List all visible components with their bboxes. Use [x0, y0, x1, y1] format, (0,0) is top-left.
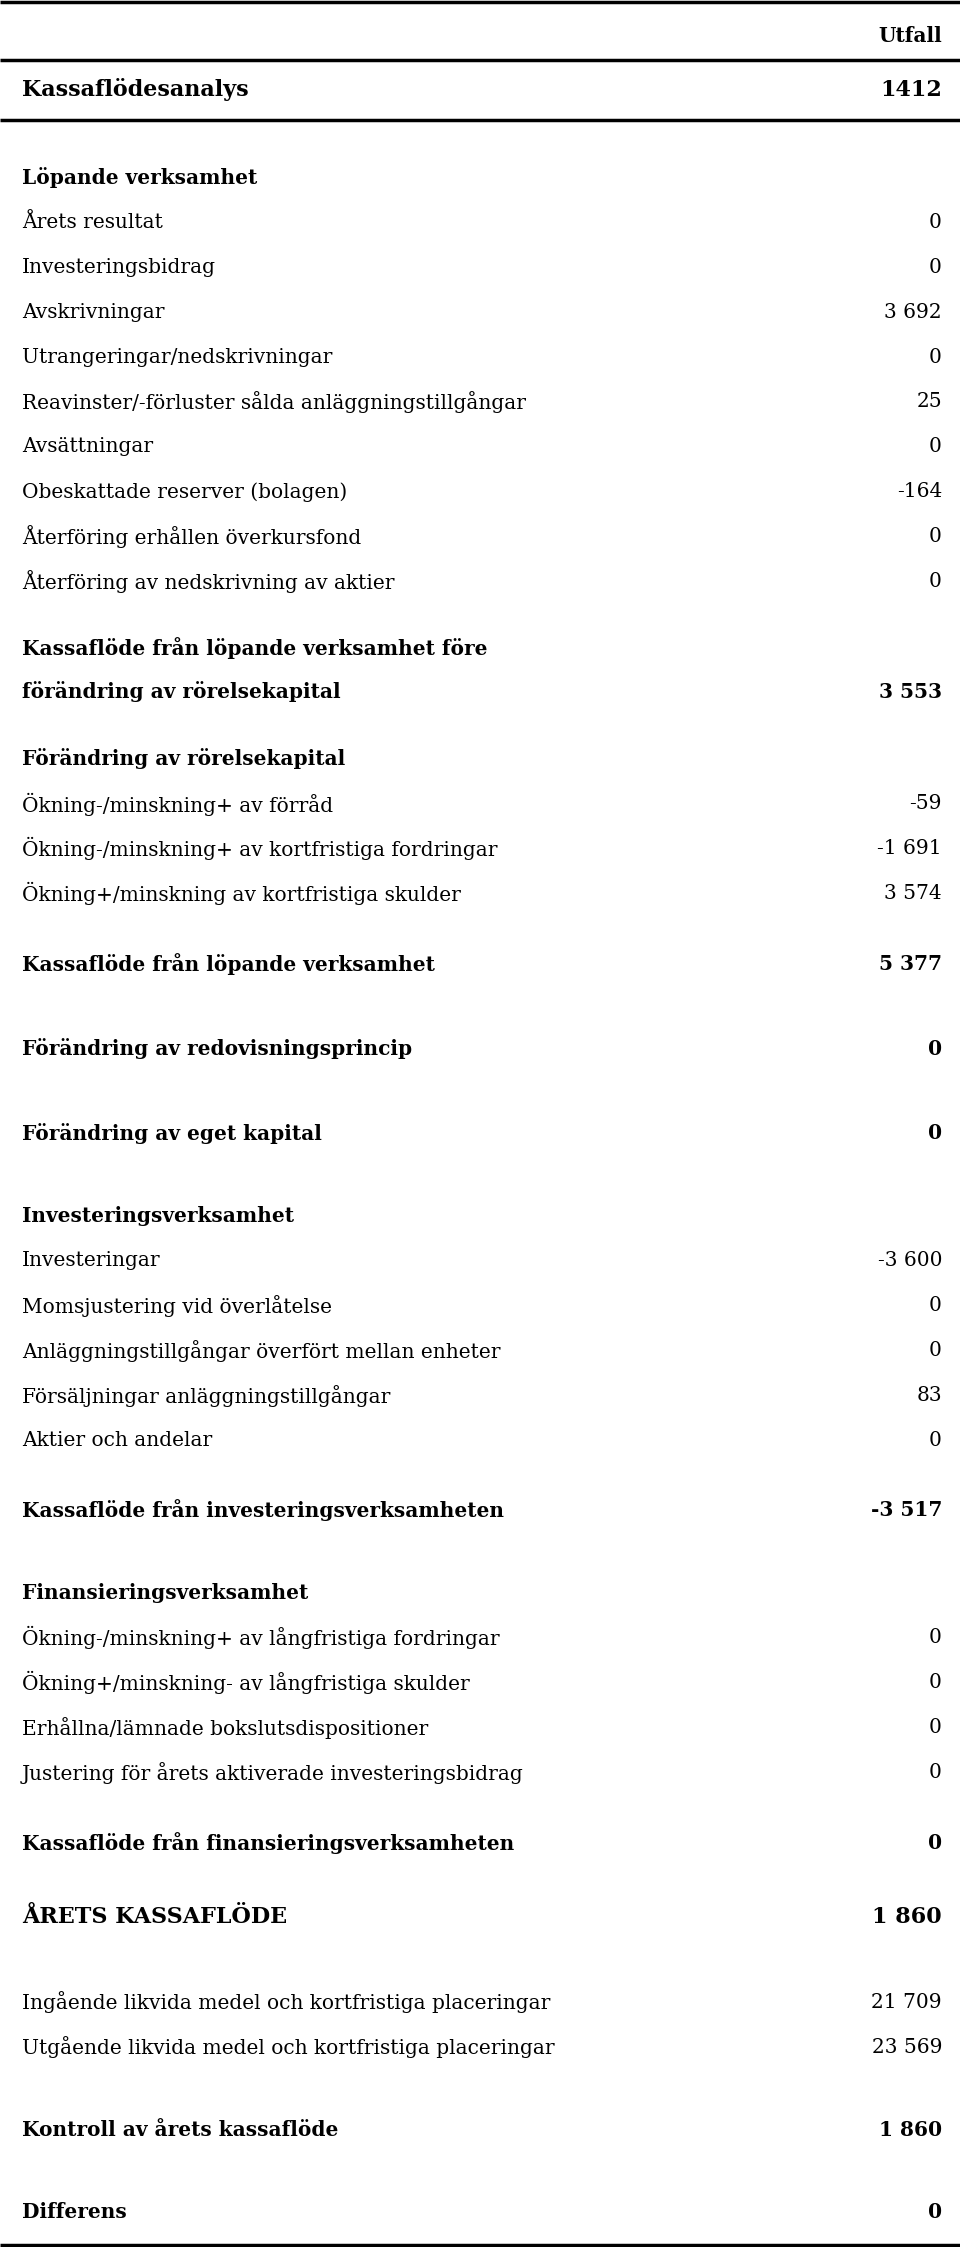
Text: -3 517: -3 517: [871, 1501, 942, 1521]
Text: 0: 0: [929, 258, 942, 276]
Text: 21 709: 21 709: [872, 1993, 942, 2011]
Text: -3 600: -3 600: [877, 1252, 942, 1270]
Text: Återföring erhållen överkursfond: Återföring erhållen överkursfond: [22, 526, 361, 548]
Text: 0: 0: [929, 1431, 942, 1449]
Text: Erhållna/lämnade bokslutsdispositioner: Erhållna/lämnade bokslutsdispositioner: [22, 1717, 428, 1739]
Text: 0: 0: [929, 1341, 942, 1359]
Text: Ökning+/minskning- av långfristiga skulder: Ökning+/minskning- av långfristiga skuld…: [22, 1672, 469, 1694]
Text: Kontroll av årets kassaflöde: Kontroll av årets kassaflöde: [22, 2119, 338, 2139]
Text: 0: 0: [929, 1629, 942, 1647]
Text: 0: 0: [929, 213, 942, 231]
Text: 83: 83: [917, 1386, 942, 1404]
Text: -59: -59: [909, 795, 942, 813]
Text: 5 377: 5 377: [879, 953, 942, 973]
Text: Ökning+/minskning av kortfristiga skulder: Ökning+/minskning av kortfristiga skulde…: [22, 883, 461, 906]
Text: 0: 0: [928, 1834, 942, 1852]
Text: Investeringsverksamhet: Investeringsverksamhet: [22, 1207, 294, 1227]
Text: Förändring av redovisningsprincip: Förändring av redovisningsprincip: [22, 1038, 412, 1058]
Text: Försäljningar anläggningstillgångar: Försäljningar anläggningstillgångar: [22, 1384, 391, 1407]
Text: Aktier och andelar: Aktier och andelar: [22, 1431, 212, 1449]
Text: Kassaflöde från löpande verksamhet före: Kassaflöde från löpande verksamhet före: [22, 636, 488, 658]
Text: Förändring av rörelsekapital: Förändring av rörelsekapital: [22, 748, 346, 768]
Text: 0: 0: [929, 1764, 942, 1782]
Text: Kassaflödesanalys: Kassaflödesanalys: [22, 79, 249, 101]
Text: 0: 0: [929, 573, 942, 591]
Text: 1 860: 1 860: [873, 1905, 942, 1928]
Text: 3 692: 3 692: [884, 303, 942, 321]
Text: Justering för årets aktiverade investeringsbidrag: Justering för årets aktiverade investeri…: [22, 1762, 524, 1784]
Text: Ökning-/minskning+ av kortfristiga fordringar: Ökning-/minskning+ av kortfristiga fordr…: [22, 838, 497, 861]
Text: Kassaflöde från löpande verksamhet: Kassaflöde från löpande verksamhet: [22, 953, 435, 975]
Text: -164: -164: [897, 483, 942, 501]
Text: -1 691: -1 691: [877, 840, 942, 858]
Text: ÅRETS KASSAFLÖDE: ÅRETS KASSAFLÖDE: [22, 1905, 287, 1928]
Text: Avskrivningar: Avskrivningar: [22, 303, 164, 321]
Text: Investeringsbidrag: Investeringsbidrag: [22, 258, 216, 276]
Text: 0: 0: [928, 1038, 942, 1058]
Text: 23 569: 23 569: [872, 2038, 942, 2056]
Text: 3 553: 3 553: [879, 681, 942, 701]
Text: 0: 0: [929, 438, 942, 456]
Text: 1412: 1412: [880, 79, 942, 101]
Text: Utfall: Utfall: [878, 27, 942, 47]
Text: 0: 0: [929, 1674, 942, 1692]
Text: Utrangeringar/nedskrivningar: Utrangeringar/nedskrivningar: [22, 348, 332, 366]
Text: Ökning-/minskning+ av långfristiga fordringar: Ökning-/minskning+ av långfristiga fordr…: [22, 1627, 499, 1649]
Text: Utgående likvida medel och kortfristiga placeringar: Utgående likvida medel och kortfristiga …: [22, 2036, 555, 2058]
Text: 1 860: 1 860: [878, 2119, 942, 2139]
Text: Obeskattade reserver (bolagen): Obeskattade reserver (bolagen): [22, 483, 348, 501]
Text: Ökning-/minskning+ av förråd: Ökning-/minskning+ av förråd: [22, 793, 333, 816]
Text: 25: 25: [917, 393, 942, 411]
Text: Förändring av eget kapital: Förändring av eget kapital: [22, 1124, 322, 1144]
Text: 0: 0: [929, 348, 942, 366]
Text: Årets resultat: Årets resultat: [22, 213, 163, 231]
Text: 3 574: 3 574: [884, 885, 942, 903]
Text: Momsjustering vid överlåtelse: Momsjustering vid överlåtelse: [22, 1294, 332, 1317]
Text: Ingående likvida medel och kortfristiga placeringar: Ingående likvida medel och kortfristiga …: [22, 1991, 550, 2013]
Text: 0: 0: [928, 2202, 942, 2222]
Text: 0: 0: [929, 1297, 942, 1314]
Text: Löpande verksamhet: Löpande verksamhet: [22, 166, 257, 189]
Text: Anläggningstillgångar överfört mellan enheter: Anläggningstillgångar överfört mellan en…: [22, 1339, 500, 1362]
Text: Återföring av nedskrivning av aktier: Återföring av nedskrivning av aktier: [22, 571, 395, 593]
Text: Investeringar: Investeringar: [22, 1252, 160, 1270]
Text: förändring av rörelsekapital: förändring av rörelsekapital: [22, 681, 341, 701]
Text: 0: 0: [929, 528, 942, 546]
Text: Kassaflöde från finansieringsverksamheten: Kassaflöde från finansieringsverksamhete…: [22, 1831, 515, 1854]
Text: 0: 0: [928, 1124, 942, 1144]
Text: Reavinster/-förluster sålda anläggningstillgångar: Reavinster/-förluster sålda anläggningst…: [22, 391, 526, 413]
Text: Avsättningar: Avsättningar: [22, 438, 154, 456]
Text: Finansieringsverksamhet: Finansieringsverksamhet: [22, 1582, 308, 1602]
Text: 0: 0: [929, 1719, 942, 1737]
Text: Differens: Differens: [22, 2202, 127, 2222]
Text: Kassaflöde från investeringsverksamheten: Kassaflöde från investeringsverksamheten: [22, 1499, 504, 1521]
